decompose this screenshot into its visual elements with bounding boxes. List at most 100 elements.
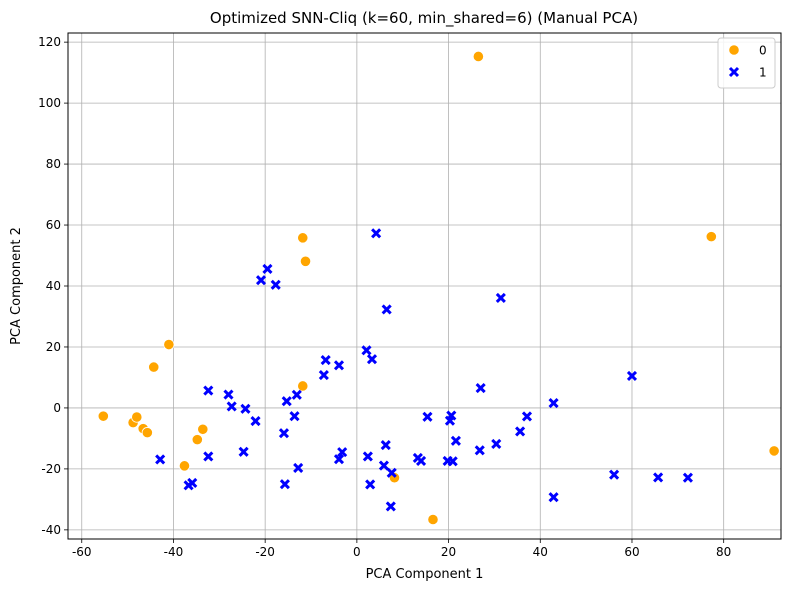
x-marker-stroke: [381, 304, 392, 315]
x-marker-stroke: [279, 479, 290, 490]
point-series-0: [299, 255, 312, 267]
x-tick-label: 0: [353, 545, 361, 559]
point-series-1: [495, 292, 506, 303]
x-marker-stroke: [203, 385, 214, 396]
series-1: [155, 228, 693, 512]
x-tick-label: 60: [624, 545, 639, 559]
point-series-1: [223, 389, 234, 400]
point-series-1: [378, 460, 389, 471]
x-marker-stroke: [278, 428, 290, 439]
point-series-1: [491, 438, 502, 449]
axes: -60 -40 -20 0 20 40 60 80 -40 -20 0 20 40 60 80 100 120: [38, 35, 731, 559]
x-marker-stroke: [474, 445, 485, 456]
x-marker-stroke: [682, 472, 693, 483]
point-series-0: [427, 513, 439, 526]
point-series-1: [365, 479, 376, 490]
point-series-0: [178, 460, 191, 472]
y-axis-label: PCA Component 2: [9, 227, 24, 345]
point-series-0: [197, 423, 209, 435]
point-series-1: [293, 462, 304, 474]
x-marker-stroke: [250, 415, 261, 427]
point-series-1: [626, 370, 638, 381]
point-series-1: [682, 472, 693, 483]
point-series-1: [653, 472, 664, 483]
point-series-1: [333, 454, 345, 465]
x-marker-stroke: [515, 426, 526, 437]
x-marker-stroke: [361, 345, 372, 356]
x-marker-stroke: [337, 447, 348, 458]
x-marker-stroke: [626, 370, 638, 381]
point-series-1: [361, 345, 372, 356]
x-marker-stroke: [475, 383, 486, 394]
legend: 01: [717, 37, 776, 89]
point-series-1: [281, 396, 292, 407]
x-marker-stroke: [416, 455, 427, 467]
point-series-1: [371, 228, 382, 239]
x-tick-label: 20: [441, 545, 456, 559]
x-marker-stroke: [371, 228, 382, 239]
point-series-1: [422, 411, 433, 422]
point-series-1: [187, 477, 198, 488]
x-marker-stroke: [289, 411, 300, 422]
gridlines: [68, 33, 781, 539]
point-series-1: [333, 360, 345, 371]
y-tick-label: 20: [46, 340, 61, 354]
point-series-1: [262, 263, 273, 274]
point-series-1: [279, 479, 290, 490]
x-marker-stroke: [187, 477, 198, 488]
x-tick-label: -40: [164, 545, 184, 559]
point-series-0: [163, 338, 175, 351]
point-series-0: [148, 361, 160, 373]
x-marker-stroke: [203, 451, 214, 462]
x-tick-label: 40: [533, 545, 548, 559]
point-series-0: [97, 410, 109, 422]
point-series-0: [131, 411, 143, 423]
x-marker-stroke: [386, 467, 397, 478]
legend-marker-1: [728, 66, 740, 78]
series-0: [97, 50, 780, 526]
point-series-1: [226, 401, 237, 412]
point-series-0: [472, 50, 484, 63]
point-series-1: [278, 428, 290, 439]
point-series-0: [141, 427, 153, 439]
point-series-1: [450, 435, 461, 446]
point-series-1: [238, 446, 249, 457]
point-series-1: [362, 451, 373, 462]
x-marker-stroke: [238, 446, 249, 457]
point-series-1: [416, 455, 427, 467]
point-series-1: [447, 456, 458, 467]
point-series-1: [270, 279, 281, 290]
point-series-1: [240, 403, 251, 414]
y-tick-label: 80: [46, 157, 61, 171]
legend-marker-0: [728, 44, 740, 56]
point-series-1: [320, 355, 331, 366]
point-series-1: [475, 383, 486, 394]
x-tick-label: -20: [255, 545, 275, 559]
x-marker-stroke: [495, 292, 506, 303]
point-series-1: [203, 385, 214, 396]
y-tick-label: 60: [46, 218, 61, 232]
point-series-1: [385, 501, 396, 512]
point-series-1: [337, 447, 348, 458]
point-series-0: [297, 380, 309, 392]
x-marker-stroke: [521, 411, 533, 422]
x-marker-stroke: [270, 279, 281, 290]
x-marker-stroke: [293, 462, 304, 474]
point-series-1: [318, 369, 329, 381]
legend-label-1: 1: [759, 66, 767, 80]
plot-frame: [67, 32, 782, 540]
y-tick-label: -20: [41, 462, 61, 476]
point-series-0: [297, 232, 309, 244]
y-tick-label: 100: [38, 96, 61, 110]
x-marker-stroke: [262, 263, 273, 274]
point-series-1: [386, 467, 397, 478]
x-marker-stroke: [447, 456, 458, 467]
data-points: [97, 50, 780, 526]
x-marker-stroke: [491, 438, 502, 449]
point-series-1: [255, 275, 267, 286]
point-series-1: [548, 397, 559, 409]
x-marker-stroke: [365, 479, 376, 490]
x-marker-stroke: [609, 469, 620, 480]
x-marker-stroke: [728, 66, 740, 78]
